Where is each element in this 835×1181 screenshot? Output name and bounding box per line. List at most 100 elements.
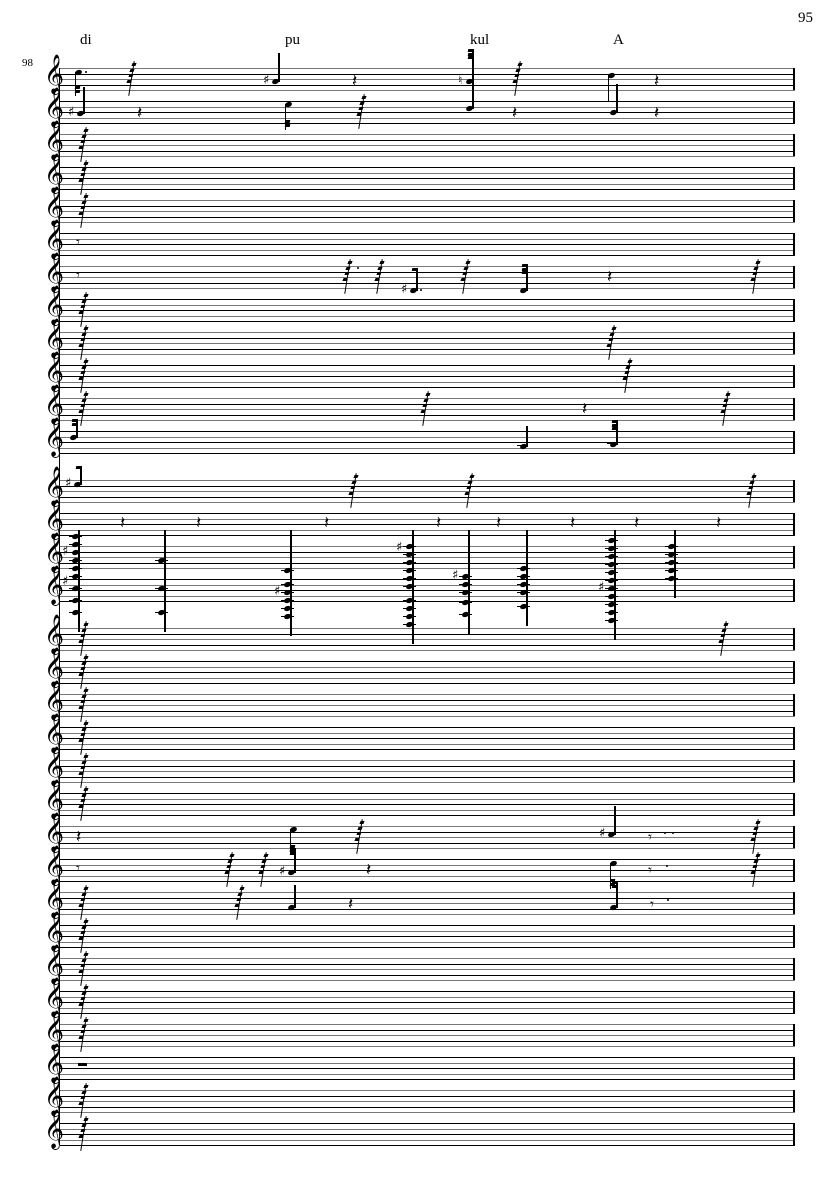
- staff-line: [60, 590, 795, 591]
- treble-clef: 𝄞: [44, 1010, 65, 1050]
- staff-line: [60, 244, 795, 245]
- staff-line: [60, 513, 795, 514]
- rest-stack-slash: [752, 259, 759, 294]
- score-glyph: [81, 200, 87, 204]
- ledger-line: [69, 536, 82, 537]
- score-glyph: [425, 393, 431, 396]
- augmentation-dot: [420, 288, 423, 291]
- treble-clef: 𝄞: [44, 466, 65, 506]
- staff-line: [60, 974, 795, 976]
- treble-clef: 𝄞: [44, 318, 65, 358]
- score-glyph: [753, 826, 759, 830]
- multi-rest-stack: [748, 259, 764, 295]
- score-glyph: [723, 623, 729, 626]
- rest-stack-slash: [358, 94, 365, 129]
- note-beam: [74, 86, 81, 90]
- staff-end-barline: [793, 299, 795, 321]
- staff-line: [60, 436, 795, 438]
- rest-stack-slash: [752, 819, 759, 854]
- score-glyph: [83, 129, 89, 132]
- staff-line: [60, 859, 795, 860]
- staff-line: [60, 211, 795, 212]
- note-stem: [614, 806, 616, 835]
- score-glyph: [80, 1096, 86, 1099]
- ledger-line: [69, 612, 82, 613]
- staff-line: [60, 947, 795, 948]
- score-glyph: [752, 832, 758, 835]
- staff-line: [60, 535, 795, 536]
- augmentation-dot: [664, 832, 667, 835]
- staff-24: [60, 892, 795, 915]
- quarter-rest: 𝄽: [607, 267, 613, 287]
- score-glyph: [263, 854, 269, 857]
- staff-end-barline: [793, 398, 795, 420]
- staff-end-barline: [793, 480, 795, 502]
- rest-stack-slash: [720, 621, 727, 656]
- staff-line: [60, 677, 795, 679]
- score-glyph: [81, 134, 87, 138]
- score-glyph: [80, 634, 86, 637]
- rest-stack-slash: [624, 358, 631, 393]
- score-glyph: [353, 475, 359, 478]
- score-glyph: [83, 689, 89, 692]
- score-glyph: [515, 68, 521, 72]
- quarter-rest: 𝄽: [582, 399, 588, 419]
- rest-stack-slash: [80, 391, 87, 426]
- staff-line: [60, 666, 795, 668]
- quarter-rest: 𝄽: [366, 860, 372, 880]
- multi-rest-stack: [76, 160, 92, 196]
- score-glyph: [344, 272, 350, 275]
- treble-clef: 𝄞: [44, 417, 65, 457]
- staff-line: [60, 595, 795, 597]
- score-glyph: [755, 821, 761, 824]
- score-glyph: [237, 892, 243, 896]
- score-glyph: [465, 261, 471, 264]
- staff-line: [60, 776, 795, 778]
- staff-line: [60, 639, 795, 640]
- score-glyph: [356, 832, 362, 835]
- staff-line: [60, 205, 795, 207]
- staff-line: [60, 123, 795, 124]
- staff-30: [60, 1090, 795, 1113]
- quarter-rest: 𝄽: [196, 513, 202, 533]
- staff-line: [60, 749, 795, 750]
- staff-line: [60, 1128, 795, 1130]
- eighth-rest: 𝄾: [76, 859, 80, 877]
- score-glyph: [358, 107, 364, 110]
- staff-line: [60, 925, 795, 926]
- ledger-line: [155, 560, 168, 561]
- treble-clef: 𝄞: [44, 1043, 65, 1083]
- ledger-line: [281, 600, 294, 601]
- staff-line: [60, 771, 795, 772]
- rest-stack-slash: [80, 918, 87, 953]
- staff-line: [60, 980, 795, 981]
- quarter-rest: 𝄽: [512, 103, 518, 123]
- staff-line: [60, 172, 795, 174]
- staff-end-barline: [793, 694, 795, 716]
- quarter-rest: 𝄽: [76, 827, 82, 847]
- rest-stack-slash: [236, 885, 243, 920]
- score-glyph: [80, 700, 86, 703]
- staff-line: [60, 765, 795, 767]
- rest-stack-slash: [376, 259, 383, 294]
- staff-22: [60, 826, 795, 849]
- staff-line: [60, 529, 795, 531]
- staff-line: [60, 117, 795, 119]
- score-glyph: [350, 486, 356, 489]
- note-beam: [72, 422, 78, 426]
- score-glyph: [625, 365, 631, 369]
- staff-line: [60, 930, 795, 932]
- score-glyph: [81, 793, 87, 797]
- staff-line: [60, 628, 795, 629]
- ledger-line: [607, 443, 618, 444]
- staff-line: [60, 84, 795, 86]
- staff-line: [60, 216, 795, 218]
- treble-clef: 𝄞: [44, 614, 65, 654]
- multi-rest-stack: [76, 292, 92, 328]
- score-glyph: [81, 925, 87, 929]
- ledger-line: [69, 544, 82, 545]
- system-barline: [59, 68, 61, 1145]
- score-glyph: [345, 266, 351, 270]
- measure-number: 98: [22, 57, 33, 69]
- staff-25: [60, 925, 795, 948]
